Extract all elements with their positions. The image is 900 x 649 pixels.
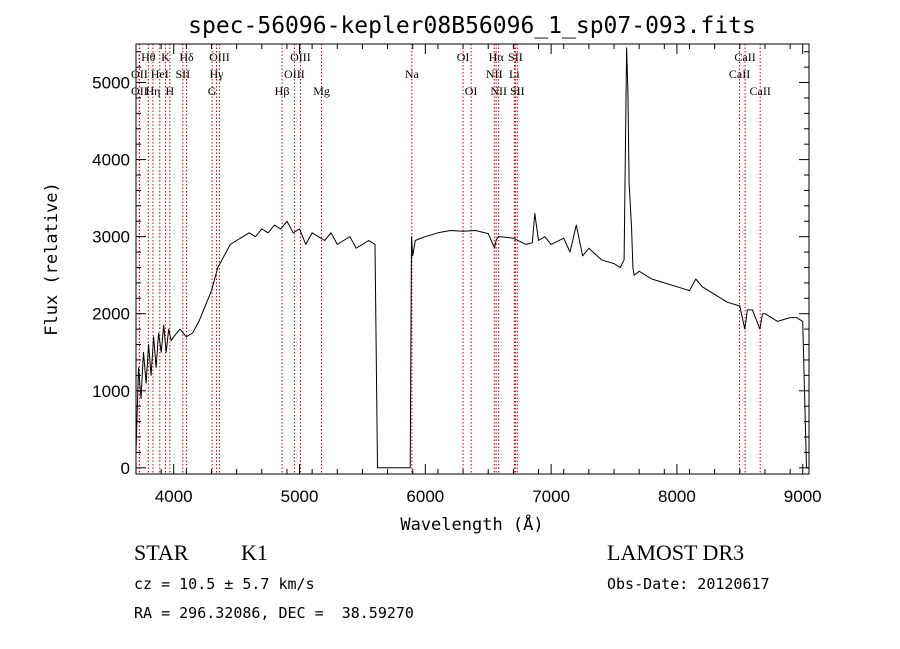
line-marker-label: SII xyxy=(510,84,525,98)
ra-dec-coords: RA = 296.32086, DEC = 38.59270 xyxy=(134,604,414,622)
line-marker-label: HeI xyxy=(151,67,169,81)
line-marker-label: Na xyxy=(405,67,420,81)
y-tick-label: 1000 xyxy=(92,382,130,401)
y-tick-label: 2000 xyxy=(92,305,130,324)
y-tick-label: 0 xyxy=(121,459,130,478)
line-marker-label: Hδ xyxy=(179,50,194,64)
x-axis-label: Wavelength (Å) xyxy=(400,513,543,535)
line-marker-label: OII xyxy=(131,67,148,81)
line-marker-label: CaII xyxy=(734,50,755,64)
line-marker-label: G xyxy=(208,84,217,98)
line-marker-label: NII xyxy=(490,84,507,98)
line-marker-label: Hα xyxy=(489,50,505,64)
line-marker-label: OIII xyxy=(209,50,230,64)
plot-layer xyxy=(135,47,809,469)
y-tick-label: 5000 xyxy=(92,74,130,93)
object-class: STAR xyxy=(134,540,189,565)
y-tick-label: 3000 xyxy=(92,228,130,247)
line-marker-label: SII xyxy=(175,67,190,81)
line-marker-label: OI xyxy=(457,50,470,64)
x-tick-label: 7000 xyxy=(532,487,570,506)
line-marker-label: CaII xyxy=(729,67,750,81)
plot-frame xyxy=(135,43,810,475)
line-marker-label: Mg xyxy=(313,84,330,98)
line-marker-label: Li xyxy=(509,67,520,81)
line-marker-label: NII xyxy=(486,67,503,81)
line-marker-label: Hβ xyxy=(275,84,290,98)
x-tick-label: 8000 xyxy=(658,487,696,506)
line-marker-label: OII xyxy=(131,84,148,98)
y-axis-label: Flux (relative) xyxy=(42,182,62,336)
chart-title: spec-56096-kepler08B56096_1_sp07-093.fit… xyxy=(188,13,756,39)
line-marker-label: CaII xyxy=(750,84,771,98)
x-tick-label: 6000 xyxy=(406,487,444,506)
object-subclass: K1 xyxy=(241,540,268,565)
line-marker-label: Hη xyxy=(146,84,161,98)
line-marker-label: OIII xyxy=(290,50,311,64)
y-tick-label: 4000 xyxy=(92,151,130,170)
line-marker-label: H xyxy=(166,84,175,98)
line-marker-label: K xyxy=(161,50,170,64)
line-marker-label: Hθ xyxy=(141,50,156,64)
axes-layer: 4000 5000 6000 7000 8000 9000 0 1000 2000 3000 400… xyxy=(92,44,822,506)
line-marker-label: OI xyxy=(465,84,478,98)
line-marker-label: OIII xyxy=(284,67,305,81)
spectrum-series-0 xyxy=(135,47,809,469)
survey-name: LAMOST DR3 xyxy=(607,540,745,565)
x-tick-label: 5000 xyxy=(281,487,319,506)
obs-date: Obs-Date: 20120617 xyxy=(607,575,770,593)
line-marker-label: SII xyxy=(508,50,523,64)
x-tick-label: 9000 xyxy=(784,487,822,506)
line-marker-label: Hγ xyxy=(210,67,225,81)
redshift-cz: cz = 10.5 ± 5.7 km/s xyxy=(134,575,315,593)
x-tick-label: 4000 xyxy=(155,487,193,506)
